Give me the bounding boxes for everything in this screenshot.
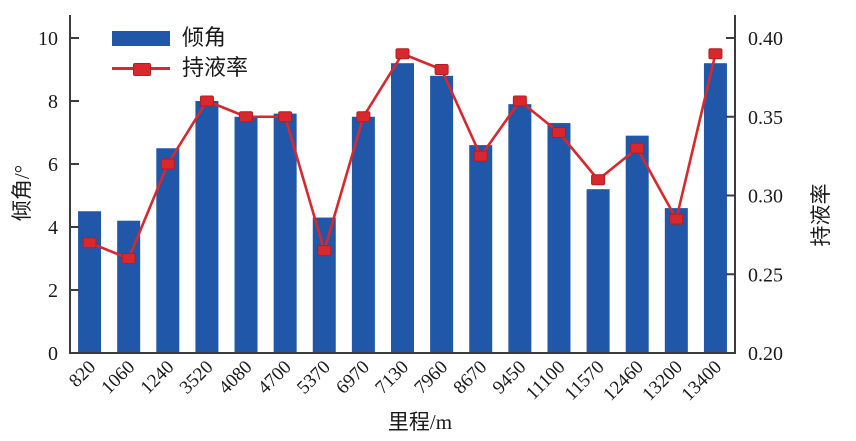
x-tick-label: 3520 (176, 357, 218, 399)
left-tick-label: 2 (48, 280, 58, 302)
x-tick-label: 12460 (599, 357, 647, 405)
right-tick-label: 0.25 (748, 264, 783, 286)
bar-8670 (469, 145, 493, 353)
line-marker-3520 (199, 95, 214, 107)
bar-11570 (586, 189, 610, 353)
line-marker-11100 (551, 127, 566, 138)
right-tick-label: 0.40 (748, 28, 783, 50)
bar-820 (78, 211, 102, 353)
line-marker-7960 (434, 64, 449, 75)
x-tick-label: 1060 (97, 357, 139, 399)
line-marker-1060 (121, 253, 136, 264)
bar-7130 (391, 63, 414, 353)
line-marker-4700 (278, 111, 293, 123)
right-axis-title: 持液率 (809, 183, 833, 247)
line-marker-820 (82, 237, 97, 249)
right-tick-label: 0.35 (748, 107, 783, 129)
legend-label-inclination: 倾角 (182, 25, 227, 50)
legend-item-holdup: 持液率 (112, 56, 248, 80)
line-marker-12460 (630, 142, 645, 154)
bar-11100 (547, 123, 571, 353)
x-tick-label: 4080 (215, 357, 257, 399)
bar-6970 (351, 116, 375, 353)
legend-line-swatch (112, 61, 170, 76)
x-tick-label: 1240 (137, 357, 179, 399)
left-axis-title: 倾角/° (10, 164, 34, 222)
line-marker-7130 (395, 48, 410, 60)
legend-square-marker-icon (133, 62, 151, 76)
bar-13400 (703, 63, 727, 353)
bar-1240 (156, 148, 180, 353)
legend-item-inclination: 倾角 (112, 26, 248, 50)
left-tick-label: 0 (48, 343, 58, 365)
x-tick-label: 4700 (254, 357, 296, 399)
x-axis-title: 里程/m (387, 410, 453, 434)
line-marker-13400 (708, 48, 723, 60)
x-tick-label: 13400 (678, 357, 726, 405)
line-marker-6970 (356, 111, 371, 123)
right-tick-label: 0.30 (748, 186, 783, 208)
line-marker-4080 (239, 111, 254, 123)
right-tick-label: 0.20 (748, 343, 783, 365)
x-tick-label: 13200 (638, 357, 686, 405)
bar-4700 (273, 113, 297, 353)
legend-bar-swatch (112, 30, 170, 46)
bar-4080 (234, 116, 258, 353)
line-marker-13200 (669, 213, 684, 225)
left-tick-label: 10 (38, 28, 58, 50)
bar-7960 (430, 75, 454, 354)
x-tick-label: 5370 (293, 357, 335, 399)
line-marker-8670 (473, 150, 488, 162)
x-tick-label: 7130 (371, 357, 413, 399)
bar-9450 (508, 104, 532, 354)
x-tick-label: 8670 (450, 357, 492, 399)
left-tick-label: 4 (48, 217, 58, 239)
line-marker-9450 (512, 95, 527, 107)
line-marker-1240 (160, 158, 175, 170)
x-tick-label: 7960 (410, 357, 452, 399)
legend: 倾角 持液率 (112, 26, 248, 80)
x-tick-label: 11100 (522, 357, 569, 404)
bar-13200 (664, 208, 688, 353)
x-tick-label: 6970 (332, 357, 374, 399)
left-tick-label: 6 (48, 154, 58, 176)
bar-3520 (195, 101, 219, 353)
bar-12460 (625, 135, 649, 353)
left-tick-label: 8 (48, 91, 58, 113)
line-marker-11570 (591, 174, 606, 186)
legend-label-holdup: 持液率 (182, 55, 249, 80)
x-tick-label: 820 (65, 357, 100, 392)
x-tick-label: 11570 (561, 357, 609, 405)
bar-5370 (312, 217, 336, 353)
line-marker-5370 (317, 245, 332, 257)
